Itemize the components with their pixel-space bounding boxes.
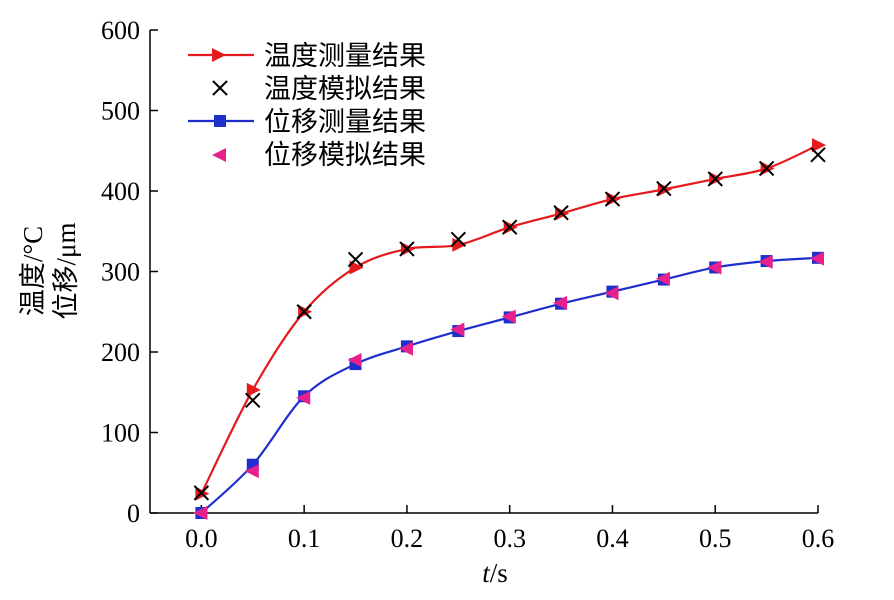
series-1 bbox=[193, 147, 826, 501]
legend-item-disp-simulated: 位移模拟结果 bbox=[212, 140, 426, 171]
y-tick-label: 500 bbox=[101, 97, 140, 126]
x-tick-label: 0.6 bbox=[802, 524, 835, 553]
data-point bbox=[604, 286, 619, 301]
legend-item-temp-measured: 温度测量结果 bbox=[188, 41, 426, 72]
legend-marker-temp-measured bbox=[212, 48, 226, 62]
data-point bbox=[450, 322, 465, 337]
legend-label-disp-simulated: 位移模拟结果 bbox=[264, 140, 426, 171]
x-axis-title-unit: /s bbox=[490, 558, 508, 588]
y-axis-title-line2: 位移/μm bbox=[51, 223, 81, 320]
legend-label-temp-measured: 温度测量结果 bbox=[264, 41, 426, 72]
data-point bbox=[296, 304, 312, 320]
data-point bbox=[758, 160, 775, 177]
series-group bbox=[193, 138, 826, 520]
data-point bbox=[193, 485, 210, 501]
y-tick-label: 0 bbox=[127, 499, 140, 528]
data-point bbox=[604, 191, 621, 207]
legend-marker-disp-simulated bbox=[212, 148, 226, 162]
svg-text:t/s: t/s bbox=[482, 558, 508, 588]
data-point bbox=[349, 260, 364, 275]
x-tick-label: 0.5 bbox=[699, 524, 732, 553]
data-point bbox=[244, 464, 259, 479]
legend-label-temp-simulated: 温度模拟结果 bbox=[264, 74, 426, 105]
y-axis-title: 温度/°C 位移/μm bbox=[18, 223, 81, 320]
legend-item-temp-simulated: 温度模拟结果 bbox=[212, 74, 426, 105]
data-point bbox=[347, 353, 362, 368]
data-point bbox=[812, 138, 826, 153]
legend-item-disp-measured: 位移测量结果 bbox=[188, 107, 426, 138]
legend: 温度测量结果 温度模拟结果 位移测量结果 位移模拟结果 bbox=[188, 41, 426, 171]
data-point bbox=[398, 341, 413, 356]
x-tick-label: 0.2 bbox=[391, 524, 424, 553]
data-point bbox=[707, 260, 722, 275]
data-point bbox=[399, 241, 415, 257]
series-3 bbox=[193, 251, 824, 520]
data-point bbox=[758, 254, 773, 269]
series-line bbox=[200, 256, 819, 514]
series-2 bbox=[195, 251, 824, 519]
data-point bbox=[347, 251, 364, 268]
data-point bbox=[450, 231, 467, 248]
legend-marker-disp-measured bbox=[214, 115, 226, 127]
y-tick-label: 300 bbox=[101, 258, 140, 287]
data-point bbox=[246, 382, 261, 397]
x-tick-label: 0.0 bbox=[185, 524, 218, 553]
ticks-group: 0 100 200 300 400 500 600 0.0 0.1 0.2 0.3 0.4 0.5 0.6 bbox=[101, 16, 834, 553]
data-point bbox=[501, 309, 516, 324]
y-tick-label: 600 bbox=[101, 16, 140, 45]
data-point bbox=[810, 147, 826, 163]
x-axis-title: t/s bbox=[482, 558, 508, 588]
data-point bbox=[656, 180, 672, 197]
data-point bbox=[810, 251, 824, 266]
y-axis-title-line1: 温度/°C bbox=[18, 226, 48, 316]
y-tick-label: 100 bbox=[101, 419, 140, 448]
data-point bbox=[655, 271, 670, 286]
data-point bbox=[245, 392, 261, 409]
y-tick-label: 200 bbox=[101, 338, 140, 367]
x-axis-title-italic: t bbox=[482, 558, 491, 588]
data-point bbox=[553, 295, 568, 310]
x-tick-label: 0.4 bbox=[596, 524, 629, 553]
legend-label-disp-measured: 位移测量结果 bbox=[264, 107, 426, 138]
data-point bbox=[193, 506, 208, 520]
x-tick-label: 0.1 bbox=[288, 524, 321, 553]
y-tick-label: 400 bbox=[101, 177, 140, 206]
data-point bbox=[707, 171, 723, 187]
legend-marker-temp-simulated bbox=[212, 80, 228, 96]
x-tick-label: 0.3 bbox=[493, 524, 526, 553]
data-point bbox=[501, 219, 518, 235]
data-point bbox=[553, 205, 569, 221]
data-point bbox=[296, 390, 311, 405]
